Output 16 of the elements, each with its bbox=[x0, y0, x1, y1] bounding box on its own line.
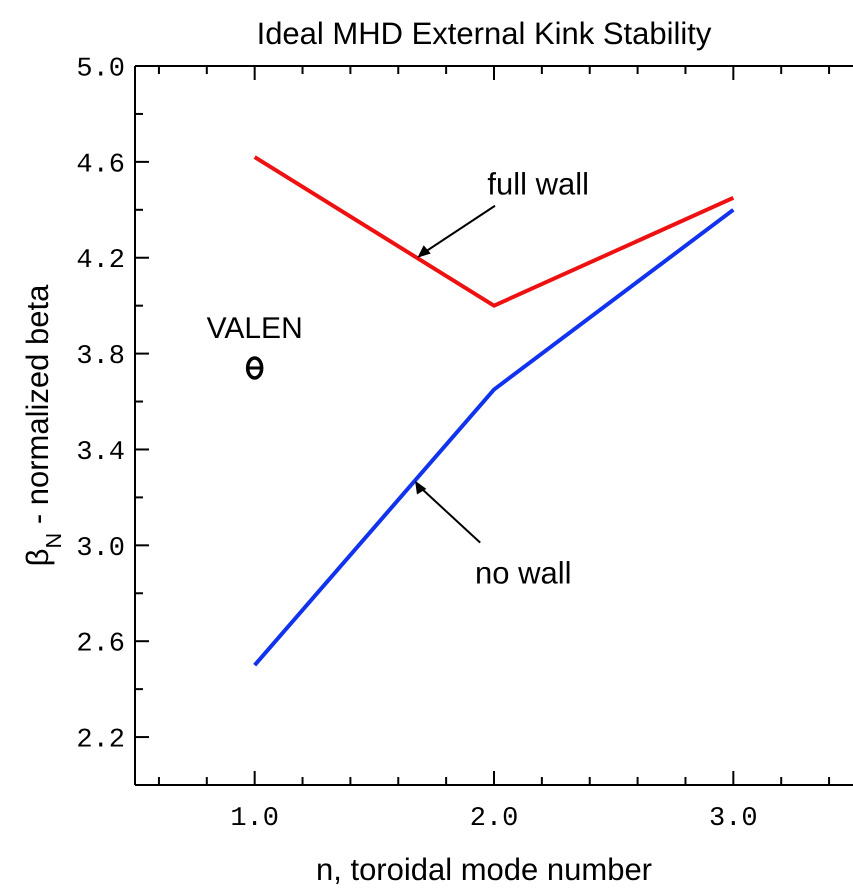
y-tick-label: 2.2 bbox=[76, 726, 125, 756]
x-axis-title: n, toroidal mode number bbox=[316, 852, 652, 887]
x-tick-label: 2.0 bbox=[470, 804, 518, 834]
annotation: no wall bbox=[475, 556, 572, 591]
y-tick-label: 3.4 bbox=[76, 438, 125, 468]
y-tick-label: 4.2 bbox=[76, 246, 125, 276]
y-tick-label: 5.0 bbox=[76, 54, 125, 84]
x-tick-label: 1.0 bbox=[230, 804, 279, 834]
series-label: VALEN bbox=[206, 312, 303, 345]
y-tick-label: 3.0 bbox=[76, 534, 125, 564]
x-tick-label: 3.0 bbox=[709, 804, 758, 834]
y-tick-label: 2.6 bbox=[76, 630, 125, 660]
chart-title: Ideal MHD External Kink Stability bbox=[256, 16, 712, 51]
y-tick-label: 3.8 bbox=[76, 342, 125, 372]
y-tick-label: 4.6 bbox=[76, 150, 125, 180]
annotation: full wall bbox=[487, 166, 590, 202]
